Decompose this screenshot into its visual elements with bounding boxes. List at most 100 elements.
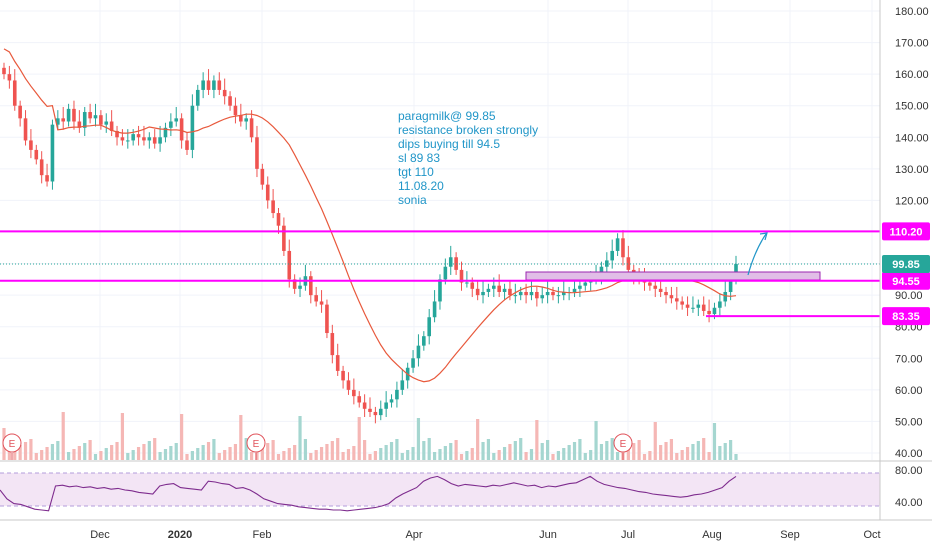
candle-body [206,80,211,90]
volume-bar [583,453,587,460]
volume-bar [632,443,636,460]
candle-body [282,225,286,251]
volume-bar [384,445,388,460]
volume-bar [136,447,141,460]
candle-body [508,288,512,296]
earnings-marker-label: E [620,439,627,450]
volume-bar [7,451,11,460]
candle-body [7,74,12,81]
price-tick-label: 180.00 [895,6,929,18]
volume-bar [729,440,733,460]
candle-body [158,137,162,144]
volume-bar [411,447,415,460]
volume-bar [379,448,383,460]
forecast-arrow [747,233,767,276]
volume-bar [319,447,324,460]
earnings-marker [246,433,266,453]
candle-body [244,118,249,122]
volume-bar [131,450,135,460]
candle-body [147,137,152,141]
candle-body [685,304,690,308]
candle-body [470,282,475,289]
candle-body [34,149,39,160]
volume-bar [153,438,157,460]
candle-body [691,307,695,309]
volume-bar [72,449,76,460]
candle-body [115,130,119,138]
volume-bar [610,438,614,460]
candle-body [88,112,92,119]
volume-bar [615,452,620,460]
volume-bar [255,449,259,460]
candle-body [45,175,49,182]
annotation-line: resistance broken strongly [398,123,538,137]
volume-bar [45,447,49,460]
candle-body [718,301,722,308]
volume-bar [406,450,410,460]
volume-bar [260,446,264,460]
candle-body [61,118,66,122]
candle-body [131,134,135,141]
candle-body [23,118,28,141]
volume-bar [454,440,458,460]
candle-body [169,121,173,128]
candle-body [465,282,469,284]
candle-body [610,250,615,261]
candle-body [384,402,388,409]
candle-body [502,288,507,292]
candle-body [120,137,125,141]
volume-bar [40,450,44,460]
candle-body [674,298,679,302]
volume-bar [266,443,270,460]
candle-body [422,336,426,346]
candle-body [701,304,706,311]
candle-body [201,80,205,90]
rsi-axis-ticks: 80.00 40.00 [895,465,923,509]
candle-body [680,301,684,305]
annotation-line: tgt 110 [398,165,434,179]
volume-bar [276,454,281,460]
volume-bar [330,441,334,460]
annotation-line: paragmilk@ 99.85 [398,109,496,123]
candle-body [287,250,292,280]
volume-bar [239,415,243,460]
candle-body [298,285,302,289]
volume-bar [594,421,598,460]
volume-bar [653,422,657,460]
volume-bar [680,450,684,460]
price-tick-label: 50.00 [895,416,923,428]
time-tick-label: Oct [863,529,880,541]
candle-body [491,285,496,289]
volume-bar [169,446,173,460]
price-tick-label: 140.00 [895,132,929,144]
candle-body [378,408,383,416]
candle-body [319,301,324,305]
volume-bar [346,449,351,460]
candle-body [308,276,313,296]
earnings-marker-label: E [253,439,260,450]
time-tick-label: 2020 [168,529,192,541]
volume-bar [66,452,71,460]
volume-bar [519,438,523,460]
volume-bar [535,420,539,460]
volume-bar [492,453,496,460]
price-tick-label: 120.00 [895,195,929,207]
candle-body [438,279,442,302]
volume-bar [271,440,275,460]
volume-bar [707,452,711,460]
price-pane[interactable] [0,0,880,460]
volume-bar [508,444,512,460]
candle-body [265,184,270,201]
rsi-line [0,475,737,512]
volume-bar [185,454,189,460]
candle-body [696,304,701,308]
moving-average-line [3,48,737,383]
candle-body [664,291,668,296]
candle-body [82,112,87,128]
time-tick-label: Jun [539,529,557,541]
candle-body [626,257,631,270]
candle-body [373,411,378,416]
candle-body [29,140,33,150]
